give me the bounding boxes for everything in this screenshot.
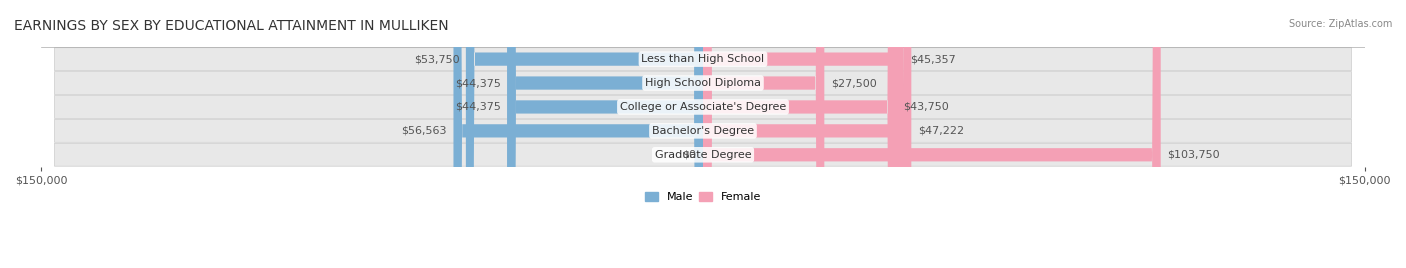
FancyBboxPatch shape <box>703 0 896 268</box>
Text: $44,375: $44,375 <box>454 78 501 88</box>
Text: $0: $0 <box>682 150 696 160</box>
FancyBboxPatch shape <box>55 48 1351 70</box>
Text: $44,375: $44,375 <box>454 102 501 112</box>
FancyBboxPatch shape <box>703 0 903 268</box>
Text: $47,222: $47,222 <box>918 126 965 136</box>
Text: $56,563: $56,563 <box>401 126 447 136</box>
FancyBboxPatch shape <box>55 72 1351 94</box>
FancyBboxPatch shape <box>454 0 703 268</box>
FancyBboxPatch shape <box>55 120 1351 142</box>
FancyBboxPatch shape <box>508 0 703 268</box>
FancyBboxPatch shape <box>465 0 703 268</box>
Text: $53,750: $53,750 <box>413 54 460 64</box>
FancyBboxPatch shape <box>55 143 1351 166</box>
Text: Less than High School: Less than High School <box>641 54 765 64</box>
FancyBboxPatch shape <box>703 0 911 268</box>
FancyBboxPatch shape <box>703 0 824 268</box>
Text: $27,500: $27,500 <box>831 78 877 88</box>
Text: EARNINGS BY SEX BY EDUCATIONAL ATTAINMENT IN MULLIKEN: EARNINGS BY SEX BY EDUCATIONAL ATTAINMEN… <box>14 19 449 33</box>
Text: Source: ZipAtlas.com: Source: ZipAtlas.com <box>1288 19 1392 29</box>
Text: Bachelor's Degree: Bachelor's Degree <box>652 126 754 136</box>
FancyBboxPatch shape <box>703 0 1161 268</box>
Bar <box>700 148 703 161</box>
Text: $45,357: $45,357 <box>910 54 956 64</box>
Text: Graduate Degree: Graduate Degree <box>655 150 751 160</box>
FancyBboxPatch shape <box>55 95 1351 118</box>
Text: College or Associate's Degree: College or Associate's Degree <box>620 102 786 112</box>
Legend: Male, Female: Male, Female <box>640 188 766 207</box>
Text: $43,750: $43,750 <box>903 102 949 112</box>
FancyBboxPatch shape <box>508 0 703 268</box>
Text: $103,750: $103,750 <box>1167 150 1220 160</box>
Text: High School Diploma: High School Diploma <box>645 78 761 88</box>
